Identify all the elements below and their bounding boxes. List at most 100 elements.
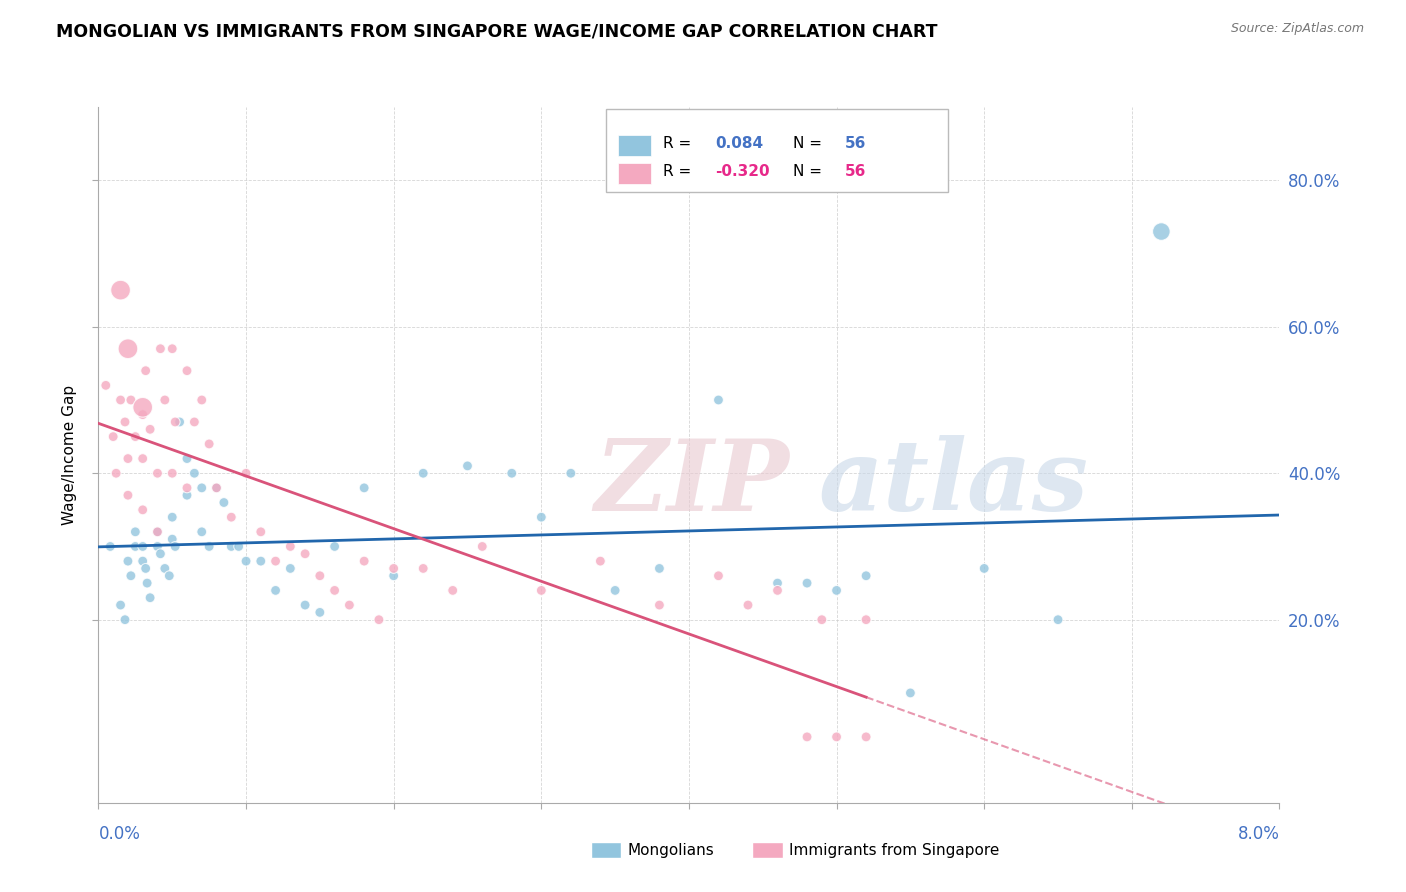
Point: [278, 540, 302, 554]
Point: [94, 378, 117, 392]
Text: 8.0%: 8.0%: [1237, 825, 1279, 843]
Point: [441, 583, 464, 598]
Text: 0.0%: 0.0%: [98, 825, 141, 843]
Point: [114, 613, 136, 627]
Point: [264, 583, 287, 598]
Point: [135, 561, 157, 575]
Point: [139, 591, 162, 605]
Text: Immigrants from Singapore: Immigrants from Singapore: [789, 843, 1000, 857]
Point: [205, 481, 228, 495]
Point: [250, 554, 273, 568]
Point: [294, 598, 316, 612]
Point: [367, 613, 389, 627]
Text: 56: 56: [845, 136, 866, 152]
Point: [228, 540, 250, 554]
Point: [105, 467, 128, 481]
Point: [132, 451, 155, 466]
Point: [153, 392, 176, 407]
Point: [648, 561, 671, 575]
Point: [162, 510, 183, 524]
Point: [825, 583, 848, 598]
Point: [471, 540, 494, 554]
Point: [278, 561, 302, 575]
Bar: [619, 162, 651, 184]
Point: [973, 561, 995, 575]
Point: [162, 532, 183, 546]
Text: R =: R =: [664, 136, 696, 152]
Point: [136, 576, 159, 591]
Bar: [619, 135, 651, 156]
Point: [117, 342, 139, 356]
Point: [198, 540, 221, 554]
Point: [149, 547, 172, 561]
Point: [235, 467, 257, 481]
Point: [412, 561, 434, 575]
Point: [219, 510, 242, 524]
FancyBboxPatch shape: [606, 109, 948, 192]
Point: [825, 730, 848, 744]
Point: [456, 458, 478, 473]
Point: [110, 392, 132, 407]
Point: [235, 554, 257, 568]
Point: [120, 568, 142, 582]
Point: [176, 488, 198, 502]
Point: [766, 583, 789, 598]
Point: [205, 481, 228, 495]
Point: [707, 568, 730, 582]
Point: [560, 467, 582, 481]
Point: [707, 392, 730, 407]
Point: [308, 568, 332, 582]
Point: [149, 342, 172, 356]
Point: [176, 364, 198, 378]
Point: [382, 561, 405, 575]
Point: [810, 613, 832, 627]
Point: [124, 524, 146, 539]
Text: MONGOLIAN VS IMMIGRANTS FROM SINGAPORE WAGE/INCOME GAP CORRELATION CHART: MONGOLIAN VS IMMIGRANTS FROM SINGAPORE W…: [56, 22, 938, 40]
Point: [117, 488, 139, 502]
Point: [153, 561, 176, 575]
Point: [353, 481, 375, 495]
Point: [132, 503, 155, 517]
Point: [530, 583, 553, 598]
Point: [605, 583, 627, 598]
Point: [766, 576, 789, 591]
Point: [132, 554, 155, 568]
Text: atlas: atlas: [818, 434, 1088, 531]
Text: Source: ZipAtlas.com: Source: ZipAtlas.com: [1230, 22, 1364, 36]
Point: [98, 540, 121, 554]
Point: [589, 554, 612, 568]
Point: [139, 422, 162, 436]
Point: [1046, 613, 1069, 627]
Point: [250, 524, 273, 539]
Point: [110, 598, 132, 612]
Point: [191, 481, 214, 495]
Point: [353, 554, 375, 568]
Point: [117, 554, 139, 568]
Point: [114, 415, 136, 429]
Text: Mongolians: Mongolians: [627, 843, 714, 857]
Text: ZIP: ZIP: [595, 434, 789, 531]
Y-axis label: Wage/Income Gap: Wage/Income Gap: [62, 384, 77, 525]
Point: [796, 576, 818, 591]
Point: [146, 524, 169, 539]
Point: [183, 467, 205, 481]
Text: 56: 56: [845, 164, 866, 179]
Point: [183, 415, 205, 429]
Point: [796, 730, 818, 744]
Point: [382, 568, 405, 582]
Point: [120, 392, 142, 407]
Point: [176, 481, 198, 495]
Point: [117, 451, 139, 466]
Point: [323, 583, 346, 598]
Point: [132, 408, 155, 422]
Point: [157, 568, 180, 582]
Point: [124, 540, 146, 554]
Point: [124, 429, 146, 443]
Point: [198, 437, 221, 451]
Point: [169, 415, 191, 429]
Point: [191, 524, 214, 539]
Point: [219, 540, 242, 554]
Point: [501, 467, 523, 481]
Point: [212, 495, 235, 509]
Point: [323, 540, 346, 554]
